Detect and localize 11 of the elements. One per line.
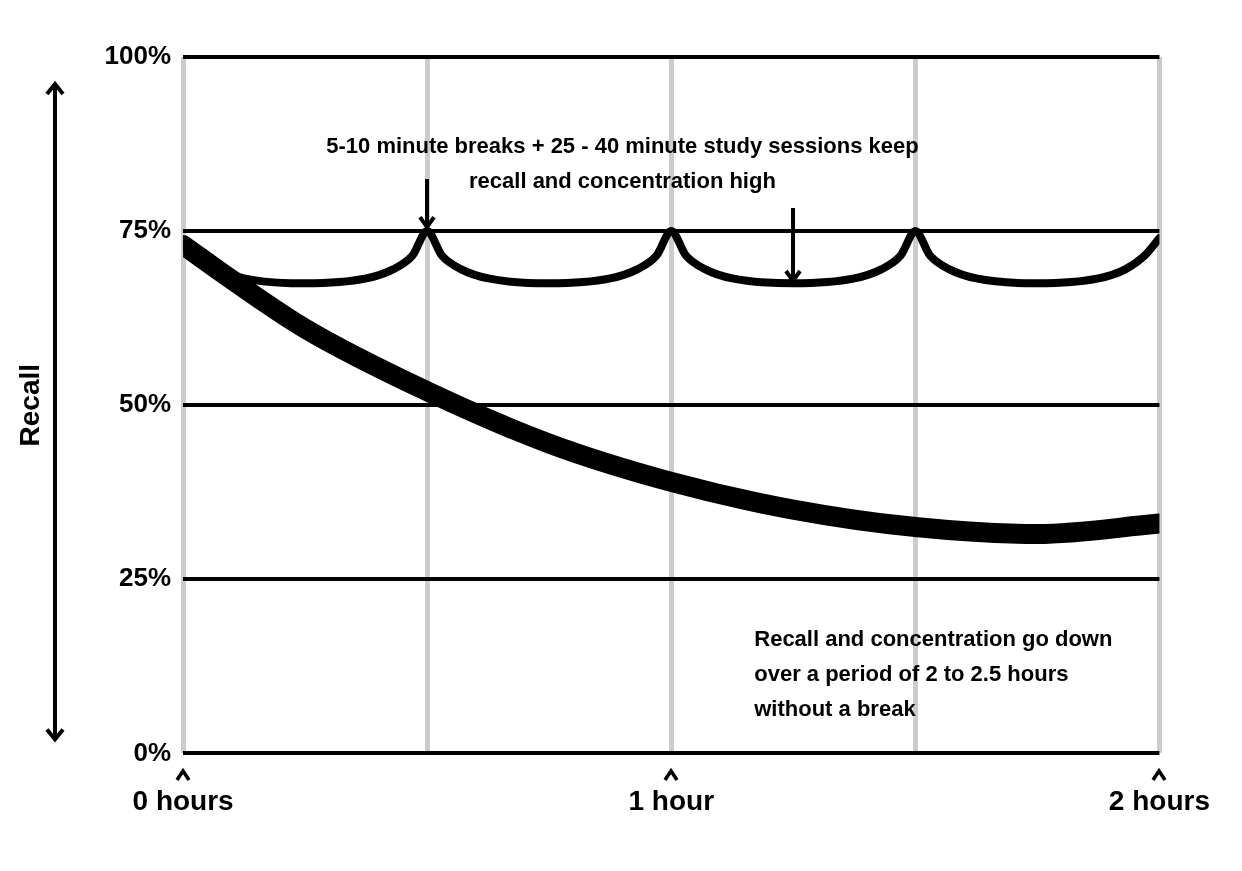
x-tick-label: 0 hours <box>132 784 234 816</box>
y-tick-label: 100% <box>104 40 172 71</box>
y-tick-label: 25% <box>119 562 172 593</box>
y-tick-label: 75% <box>119 214 172 245</box>
x-tick-label: 1 hour <box>628 784 715 816</box>
y-tick-label: 50% <box>119 388 172 419</box>
y-tick-label: 0% <box>133 736 172 767</box>
x-tick-label: 2 hours <box>1108 784 1210 816</box>
y-axis-title: Recall <box>13 363 45 447</box>
annotation: Recall and concentration go down over a period of 2 to 2.5 hours without a break <box>753 626 1113 722</box>
annotation: 5-10 minute breaks + 25 - 40 minute study sessions keep recall and concentration high <box>326 133 919 194</box>
